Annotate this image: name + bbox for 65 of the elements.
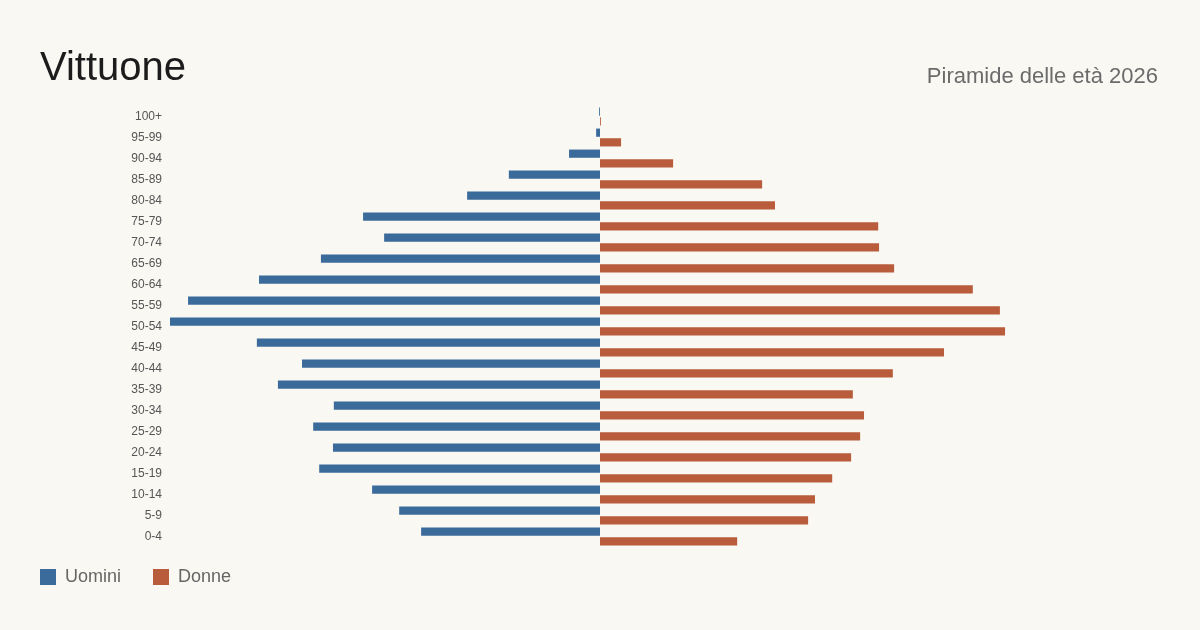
bar — [600, 537, 738, 546]
y-tick-label: 45-49 — [131, 339, 163, 354]
bar — [363, 212, 600, 221]
bar — [600, 159, 674, 168]
bar — [600, 222, 879, 231]
y-tick-label: 75-79 — [131, 213, 163, 228]
bar — [600, 369, 893, 378]
bar — [600, 516, 809, 525]
y-tick-label: 80-84 — [131, 192, 163, 207]
bar — [372, 485, 600, 494]
bar — [600, 474, 833, 483]
bar — [600, 495, 815, 504]
bar — [320, 254, 600, 263]
bar — [600, 180, 763, 189]
y-tick-label: 95-99 — [131, 129, 163, 144]
bar — [313, 422, 600, 431]
bar — [600, 432, 861, 441]
bar — [256, 338, 600, 347]
legend-label: Donne — [178, 565, 232, 586]
bar — [170, 317, 600, 326]
y-tick-label: 10-14 — [131, 486, 163, 501]
bar — [259, 275, 600, 284]
bar — [319, 464, 600, 473]
bar — [600, 201, 776, 210]
bar — [600, 306, 1000, 315]
bar — [600, 285, 973, 294]
bar — [600, 327, 1006, 336]
bar — [399, 506, 600, 515]
legend-label: Uomini — [65, 565, 122, 586]
bar — [600, 138, 622, 147]
y-tick-label: 35-39 — [131, 381, 163, 396]
bar — [332, 443, 600, 452]
y-tick-label: 85-89 — [131, 171, 163, 186]
bar — [467, 191, 600, 200]
bar — [596, 128, 600, 137]
bar — [600, 411, 865, 420]
y-tick-label: 90-94 — [131, 150, 163, 165]
y-tick-label: 25-29 — [131, 423, 163, 438]
bar — [600, 390, 853, 399]
bar — [384, 233, 600, 242]
bar — [333, 401, 600, 410]
chart-title: Vittuone — [40, 44, 187, 88]
bar — [508, 170, 600, 179]
y-tick-label: 70-74 — [131, 234, 163, 249]
y-tick-label: 30-34 — [131, 402, 163, 417]
bar — [421, 527, 600, 536]
chart-subtitle: Piramide delle età 2026 — [926, 63, 1158, 88]
y-tick-label: 15-19 — [131, 465, 163, 480]
bar — [569, 149, 600, 158]
y-tick-label: 65-69 — [131, 255, 163, 270]
bar — [600, 243, 880, 252]
y-tick-label: 55-59 — [131, 297, 163, 312]
y-tick-label: 0-4 — [144, 528, 163, 543]
y-tick-label: 60-64 — [131, 276, 163, 291]
bar — [600, 348, 944, 357]
bar — [600, 453, 852, 462]
bar — [188, 296, 600, 305]
y-tick-label: 20-24 — [131, 444, 163, 459]
y-tick-label: 5-9 — [144, 507, 163, 522]
bar — [600, 264, 895, 273]
bar — [302, 359, 600, 368]
y-tick-label: 100+ — [134, 108, 162, 123]
bar — [277, 380, 600, 389]
y-tick-label: 50-54 — [131, 318, 163, 333]
y-tick-label: 40-44 — [131, 360, 163, 375]
